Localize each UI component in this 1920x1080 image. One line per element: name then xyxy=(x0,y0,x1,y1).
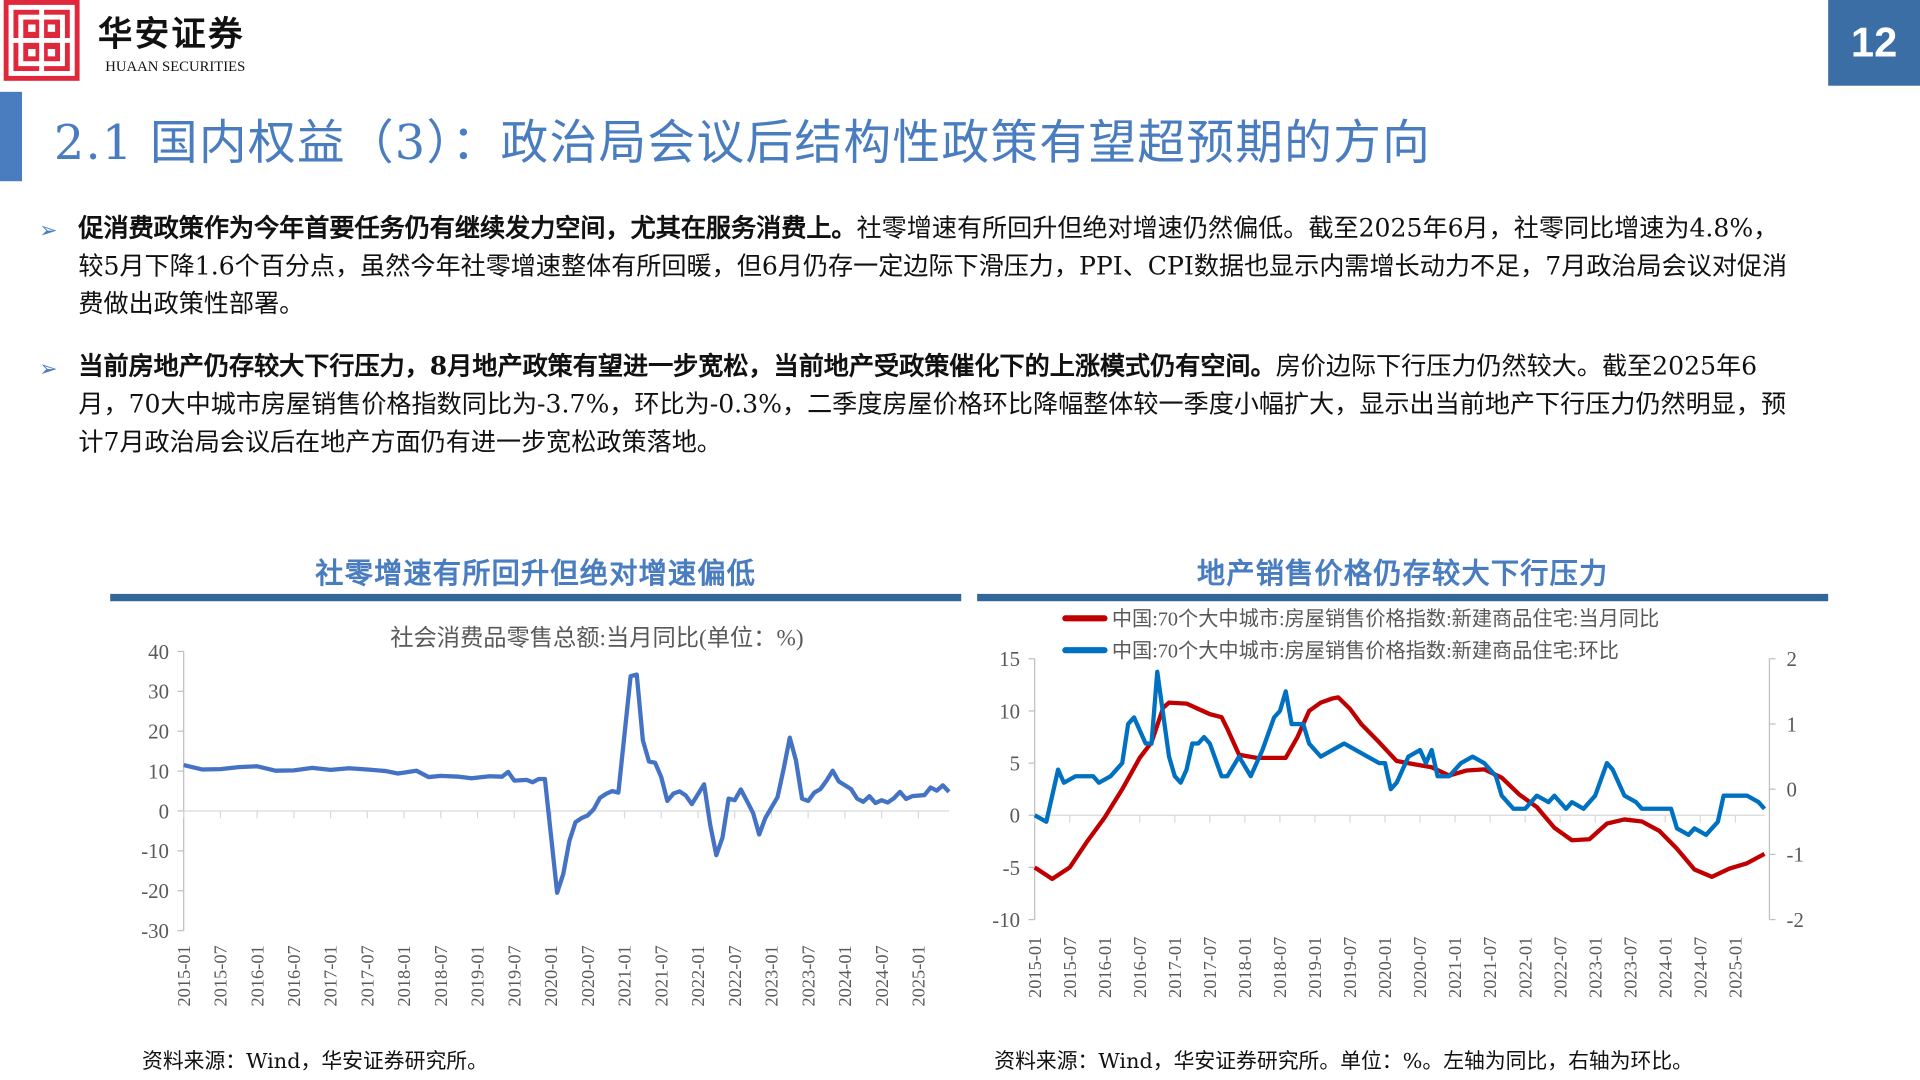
x-tick-label: 2020-07 xyxy=(578,945,598,1006)
x-tick-label: 2020-07 xyxy=(1410,937,1430,998)
x-tick-label: 2019-01 xyxy=(468,945,488,1006)
x-tick-label: 2023-01 xyxy=(762,945,782,1006)
arrow-bullet-icon: ➢ xyxy=(39,356,58,383)
x-tick-label: 2021-07 xyxy=(651,945,671,1006)
x-tick-label: 2025-01 xyxy=(1725,937,1745,998)
y-tick-label: -20 xyxy=(141,879,169,903)
x-tick-label: 2023-07 xyxy=(1620,937,1640,998)
left-chart-source: 资料来源：Wind，华安证券研究所。 xyxy=(142,1049,488,1074)
y-tick-label: 0 xyxy=(1010,804,1020,828)
y-tick-label: 30 xyxy=(148,680,169,704)
y2-tick-label: 1 xyxy=(1787,712,1797,736)
bullet-property: ➢ 当前房地产仍存较大下行压力，8月地产政策有望进一步宽松，当前地产受政策催化下… xyxy=(39,348,1802,462)
page-number: 12 xyxy=(1828,0,1920,86)
logo-english-name: HUAAN SECURITIES xyxy=(105,57,246,75)
x-tick-label: 2018-07 xyxy=(431,945,451,1006)
x-tick-label: 2024-07 xyxy=(872,945,892,1006)
bullet-consumption: ➢ 促消费政策作为今年首要任务仍有继续发力空间，尤其在服务消费上。社零增速有所回… xyxy=(39,209,1802,323)
series-line-left xyxy=(1033,695,1766,882)
x-tick-label: 2019-07 xyxy=(1340,937,1360,998)
x-tick-label: 2020-01 xyxy=(541,945,561,1006)
x-tick-label: 2016-01 xyxy=(1095,937,1115,998)
left-chart-divider xyxy=(110,593,962,602)
left-chart-title: 社零增速有所回升但绝对增速偏低 xyxy=(315,557,757,591)
x-tick-label: 2021-01 xyxy=(1445,937,1465,998)
x-tick-label: 2025-01 xyxy=(908,945,928,1006)
y-tick-label: 5 xyxy=(1010,751,1020,775)
x-tick-label: 2015-07 xyxy=(1060,937,1080,998)
bullet-heading: 促消费政策作为今年首要任务仍有继续发力空间，尤其在服务消费上。 xyxy=(78,213,857,243)
x-tick-label: 2023-07 xyxy=(798,945,818,1006)
x-tick-label: 2021-01 xyxy=(615,945,635,1006)
x-tick-label: 2024-07 xyxy=(1690,937,1710,998)
x-tick-label: 2017-07 xyxy=(357,945,377,1006)
x-tick-label: 2022-07 xyxy=(1550,937,1570,998)
x-tick-label: 2017-01 xyxy=(321,945,341,1006)
x-tick-label: 2019-01 xyxy=(1305,937,1325,998)
x-tick-label: 2020-01 xyxy=(1375,937,1395,998)
x-tick-label: 2019-07 xyxy=(504,945,524,1006)
page-title: 2.1 国内权益（3）：政治局会议后结构性政策有望超预期的方向 xyxy=(53,116,1432,172)
y2-tick-label: -1 xyxy=(1787,843,1804,867)
y-tick-label: -10 xyxy=(141,839,169,863)
x-tick-label: 2015-01 xyxy=(174,945,194,1006)
y-tick-label: 10 xyxy=(148,759,169,783)
x-tick-label: 2018-01 xyxy=(394,945,414,1006)
y-tick-label: 10 xyxy=(999,699,1020,723)
logo-chinese-name: 华安证券 xyxy=(97,13,245,54)
right-chart-source: 资料来源：Wind，华安证券研究所。单位：%。左轴为同比，右轴为环比。 xyxy=(994,1049,1694,1074)
y-tick-label: 15 xyxy=(999,647,1020,671)
logo-mark xyxy=(3,0,80,81)
x-tick-label: 2018-01 xyxy=(1235,937,1255,998)
y-tick-label: 40 xyxy=(148,640,169,664)
y-tick-label: 20 xyxy=(148,720,169,744)
x-tick-label: 2021-07 xyxy=(1480,937,1500,998)
x-tick-label: 2022-01 xyxy=(1515,937,1535,998)
y2-tick-label: 2 xyxy=(1787,647,1797,671)
x-tick-label: 2018-07 xyxy=(1270,937,1290,998)
x-tick-label: 2023-01 xyxy=(1585,937,1605,998)
x-tick-label: 2016-07 xyxy=(284,945,304,1006)
y-tick-label: -10 xyxy=(992,908,1020,932)
x-tick-label: 2022-07 xyxy=(725,945,745,1006)
right-chart-title: 地产销售价格仍存较大下行压力 xyxy=(1196,557,1609,591)
x-tick-label: 2022-01 xyxy=(688,945,708,1006)
x-tick-label: 2015-01 xyxy=(1025,937,1045,998)
series-line-right xyxy=(1033,669,1767,838)
legend-label: 中国:70个大中城市:房屋销售价格指数:新建商品住宅:当月同比 xyxy=(1112,608,1659,631)
x-tick-label: 2016-01 xyxy=(247,945,267,1006)
x-tick-label: 2016-07 xyxy=(1130,937,1150,998)
y-tick-label: -30 xyxy=(141,919,169,943)
bullet-heading: 当前房地产仍存较大下行压力，8月地产政策有望进一步宽松，当前地产受政策催化下的上… xyxy=(78,351,1276,381)
bullet-body: 社零增速有所回升但绝对增速仍然偏低。截至2025年6月，社零同比增速为4.8%，… xyxy=(78,213,1788,319)
x-tick-label: 2017-07 xyxy=(1200,937,1220,998)
series-line-main xyxy=(183,672,951,895)
title-accent-bar xyxy=(0,91,23,182)
logo-knot-icon xyxy=(8,4,75,76)
y-tick-label: 0 xyxy=(159,799,169,823)
x-tick-label: 2015-07 xyxy=(211,945,231,1006)
bullet-body: 房价边际下行压力仍然较大。截至2025年6月，70大中城市房屋销售价格指数同比为… xyxy=(78,351,1787,457)
legend-label: 中国:70个大中城市:房屋销售价格指数:新建商品住宅:环比 xyxy=(1112,640,1619,663)
right-chart-divider xyxy=(977,593,1829,602)
arrow-bullet-icon: ➢ xyxy=(39,217,58,244)
y2-tick-label: -2 xyxy=(1787,908,1804,932)
x-tick-label: 2024-01 xyxy=(1655,937,1675,998)
y-tick-label: -5 xyxy=(1003,856,1020,880)
x-tick-label: 2017-01 xyxy=(1165,937,1185,998)
chart-subtitle: 社会消费品零售总额:当月同比(单位：%) xyxy=(390,625,803,651)
y2-tick-label: 0 xyxy=(1787,778,1797,802)
x-tick-label: 2024-01 xyxy=(835,945,855,1006)
